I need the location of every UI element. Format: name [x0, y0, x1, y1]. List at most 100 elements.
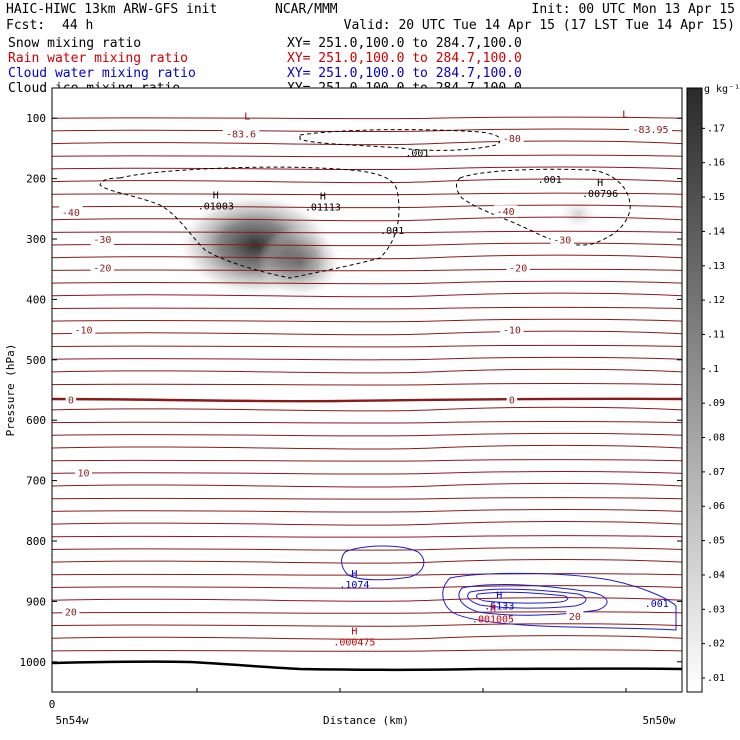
colorbar-label: .14: [707, 226, 725, 237]
isotherm-line: [51, 368, 683, 374]
isotherm-line: [51, 459, 683, 462]
isotherm-line: [51, 154, 683, 158]
contour-label: .001: [645, 599, 669, 610]
ice-contour-upper: [299, 129, 501, 151]
isotherm-labels: -83.6 -80 -83.95 -40 -40 -30 -30 -20 -20 -10 -10 0 0…: [59, 123, 672, 623]
forecast-label: Fcst:: [6, 18, 45, 33]
isotherm-line: [51, 471, 683, 475]
label-backdrop: [90, 233, 115, 245]
isotherm-line: [51, 406, 683, 412]
label-backdrop: [62, 605, 80, 618]
extremum-value: .5133: [484, 601, 514, 612]
isotherm-line: [51, 178, 683, 184]
y-tick-label: 600: [26, 414, 46, 427]
isotherm-label: -30: [553, 236, 571, 247]
isotherm-label: -40: [62, 208, 80, 219]
field-name: Snow mixing ratio: [8, 36, 141, 51]
label-backdrop: [500, 323, 524, 336]
label-backdrop: [90, 261, 115, 274]
isotherm-line: [51, 292, 683, 298]
isotherm-label: 0: [509, 396, 515, 407]
isotherm-line: [51, 128, 683, 133]
y-tick-label: 400: [26, 293, 46, 306]
extremum-marker: L: [244, 111, 250, 122]
isotherm-line: [51, 318, 683, 323]
field-name: Rain water mixing ratio: [8, 51, 188, 66]
extremum-marker: L: [622, 110, 628, 121]
cloud-water-contour-1: [341, 545, 425, 581]
isotherm-line: [51, 382, 683, 386]
label-backdrop: [75, 466, 92, 479]
isotherm-label: -83.95: [632, 125, 668, 136]
ice-contours: [99, 129, 631, 279]
isotherm-line: [51, 254, 683, 260]
y-tick-label: 200: [26, 173, 46, 186]
isotherm-line: [51, 520, 683, 526]
valid-time: Valid: 20 UTC Tue 14 Apr 15 (17 LST Tue …: [344, 18, 735, 33]
isotherm-line: [51, 535, 683, 538]
label-backdrop: [629, 123, 672, 136]
colorbar-label: .05: [707, 536, 725, 547]
mixing-ratio-secondary: [258, 226, 342, 298]
extremum-value: .01113: [305, 203, 341, 214]
isotherm-line: [51, 611, 683, 614]
contour-label: .001: [405, 148, 429, 159]
extremum-value: .00796: [582, 189, 618, 200]
label-backdrop: [222, 127, 260, 140]
field-xy: XY= 251.0,100.0 to 284.7,100.0: [287, 51, 522, 66]
isotherm-line: [51, 306, 683, 310]
isotherm-line: [51, 330, 683, 336]
colorbar-label: .11: [707, 329, 725, 340]
field-xy: XY= 251.0,100.0 to 284.7,100.0: [287, 66, 522, 81]
isotherm-line: [51, 444, 683, 450]
isotherm-label: -20: [93, 263, 111, 274]
colorbar-label: .12: [707, 295, 725, 306]
isotherm-line: [51, 116, 683, 120]
isotherm-label: -10: [74, 326, 92, 337]
init-time: Init: 00 UTC Mon 13 Apr 15: [532, 2, 736, 17]
colorbar-unit: g kg⁻¹: [704, 84, 740, 95]
isotherm-line: [51, 242, 683, 247]
isotherm-label: -40: [497, 207, 515, 218]
extremum-value: .000475: [333, 638, 375, 649]
isotherms: [51, 116, 683, 652]
colorbar-label: .01: [707, 673, 725, 684]
extrema-labels: L LH.01003H.01113H.00796H.1074H.5133H.001…: [198, 110, 629, 649]
label-backdrop: [59, 205, 83, 218]
extremum-marker: H: [351, 569, 357, 580]
extremum-marker: H: [496, 590, 502, 601]
colorbar-label: .08: [707, 433, 725, 444]
colorbar-label: .04: [707, 570, 725, 581]
mixing-ratio-max-east: [556, 196, 600, 232]
y-tick-label: 500: [26, 354, 46, 367]
y-tick-label: 700: [26, 475, 46, 488]
x-end-location: 5n50w: [642, 714, 675, 727]
contour-labels: .001 .001 .001 .001: [380, 148, 669, 610]
isotherm-line: [51, 482, 683, 488]
label-backdrop: [550, 233, 575, 246]
x-axis: 0 5n54w 5n50w Distance (km): [49, 688, 676, 727]
isotherm-line: [51, 623, 683, 627]
x-tick-label: 0: [49, 698, 56, 711]
colorbar-ticks: .01 .02 .03 .04 .05 .06 .07 .08 .09 .1 .11 .12 .13 .1…: [702, 123, 725, 684]
colorbar-label: .02: [707, 639, 725, 650]
isotherm-line: [51, 166, 683, 171]
freezing-level-isotherm: [51, 397, 683, 403]
ice-contour-west: [99, 166, 400, 279]
isotherm-line: [51, 432, 683, 437]
isotherm-label: 20: [65, 608, 77, 619]
cloud-water-contour-3: [458, 584, 608, 616]
extremum-marker: H: [351, 627, 357, 638]
y-tick-label: 900: [26, 595, 46, 608]
colorbar: g kg⁻¹ .01 .02 .03 .04 .05 .06 .07 .08 .09 .1 .11.…: [686, 84, 740, 693]
isotherm-line: [51, 420, 683, 424]
colorbar-gradient: [686, 87, 703, 693]
isotherm-label: 0: [68, 396, 74, 407]
x-start-location: 5n54w: [55, 714, 88, 727]
extremum-value: .01003: [198, 202, 234, 213]
isotherm-line: [51, 649, 683, 652]
isotherm-line: [51, 140, 683, 146]
isotherm-line: [51, 635, 683, 640]
plot-frame: [51, 87, 683, 693]
